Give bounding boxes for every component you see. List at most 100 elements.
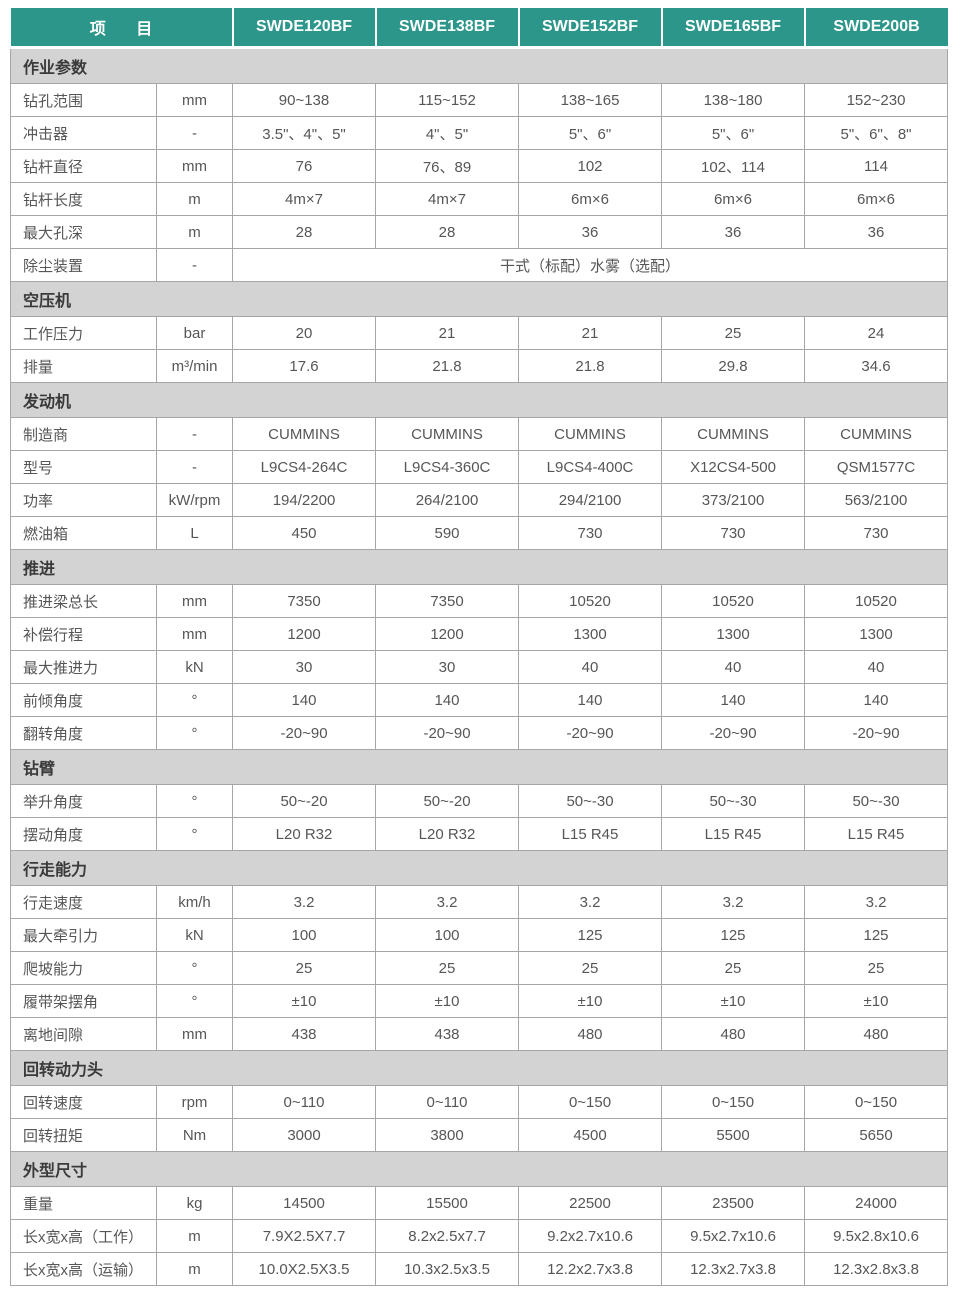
- spec-label: 推进梁总长: [10, 584, 157, 618]
- spec-value: 3.5"、4"、5": [232, 116, 377, 150]
- spec-value: -20~90: [661, 716, 806, 750]
- spec-value: ±10: [661, 984, 806, 1018]
- spec-value: 3.2: [232, 885, 377, 919]
- spec-span-value: 干式（标配）水雾（选配）: [232, 248, 949, 282]
- spec-label: 行走速度: [10, 885, 157, 919]
- spec-value: 24: [804, 316, 949, 350]
- header-model-0: SWDE120BF: [231, 8, 376, 49]
- spec-value: 138~180: [661, 83, 806, 117]
- spec-value: 10.0X2.5X3.5: [232, 1252, 377, 1286]
- spec-value: 29.8: [661, 349, 806, 383]
- spec-value: -20~90: [232, 716, 377, 750]
- spec-unit: °: [155, 951, 234, 985]
- section-row: 回转动力头: [9, 1050, 949, 1086]
- spec-label: 冲击器: [10, 116, 157, 150]
- spec-value: 125: [661, 918, 806, 952]
- spec-value: 76、89: [375, 149, 520, 183]
- section-title: 推进: [9, 549, 949, 585]
- spec-value: 28: [232, 215, 377, 249]
- spec-value: 21.8: [518, 349, 663, 383]
- spec-value: 7350: [232, 584, 377, 618]
- spec-value: 36: [518, 215, 663, 249]
- spec-value: 4m×7: [232, 182, 377, 216]
- spec-value: 100: [375, 918, 520, 952]
- spec-label: 排量: [10, 349, 157, 383]
- spec-value: 480: [804, 1017, 949, 1051]
- spec-value: 6m×6: [804, 182, 949, 216]
- spec-value: 4"、5": [375, 116, 520, 150]
- spec-value: 5"、6": [661, 116, 806, 150]
- spec-value: 140: [804, 683, 949, 717]
- spec-value: 25: [232, 951, 377, 985]
- spec-value: 10520: [661, 584, 806, 618]
- spec-unit: kN: [155, 918, 234, 952]
- spec-label: 功率: [10, 483, 157, 517]
- spec-value: 1300: [804, 617, 949, 651]
- table-row: 排量 m³/min 17.6 21.8 21.8 29.8 34.6: [10, 349, 949, 383]
- spec-value: X12CS4-500: [661, 450, 806, 484]
- section-title: 发动机: [9, 382, 949, 418]
- spec-unit: °: [155, 716, 234, 750]
- spec-value: 12.2x2.7x3.8: [518, 1252, 663, 1286]
- table-row: 翻转角度 ° -20~90 -20~90 -20~90 -20~90 -20~90: [10, 716, 949, 750]
- spec-value: 21: [518, 316, 663, 350]
- spec-value: 3000: [232, 1118, 377, 1152]
- section-row: 发动机: [9, 382, 949, 418]
- spec-label: 摆动角度: [10, 817, 157, 851]
- spec-value: CUMMINS: [232, 417, 377, 451]
- spec-value: L20 R32: [375, 817, 520, 851]
- spec-value: ±10: [518, 984, 663, 1018]
- table-row: 摆动角度 ° L20 R32 L20 R32 L15 R45 L15 R45 L15 R45: [10, 817, 949, 851]
- spec-label: 除尘装置: [10, 248, 157, 282]
- spec-unit: m: [155, 1252, 234, 1286]
- spec-value: 102、114: [661, 149, 806, 183]
- table-body: 作业参数 钻孔范围 mm 90~138 115~152 138~165 138~180 152…: [9, 47, 949, 1286]
- spec-unit: L: [155, 516, 234, 550]
- spec-value: 24000: [804, 1186, 949, 1220]
- table-row: 前倾角度 ° 140 140 140 140 140: [10, 683, 949, 717]
- spec-label: 最大孔深: [10, 215, 157, 249]
- spec-value: 25: [518, 951, 663, 985]
- spec-label: 最大牵引力: [10, 918, 157, 952]
- section-title: 回转动力头: [9, 1050, 949, 1086]
- spec-value: 140: [518, 683, 663, 717]
- spec-value: 50~-30: [804, 784, 949, 818]
- header-model-2: SWDE152BF: [517, 8, 662, 49]
- table-row: 除尘装置 - 干式（标配）水雾（选配）: [10, 248, 949, 282]
- spec-value: 50~-30: [661, 784, 806, 818]
- spec-value: 5650: [804, 1118, 949, 1152]
- section-row: 钻臂: [9, 749, 949, 785]
- spec-unit: -: [155, 450, 234, 484]
- table-row: 回转速度 rpm 0~110 0~110 0~150 0~150 0~150: [10, 1085, 949, 1119]
- spec-label: 最大推进力: [10, 650, 157, 684]
- spec-value: 4m×7: [375, 182, 520, 216]
- spec-value: 7.9X2.5X7.7: [232, 1219, 377, 1253]
- spec-value: 3.2: [804, 885, 949, 919]
- spec-value: L15 R45: [661, 817, 806, 851]
- spec-unit: °: [155, 984, 234, 1018]
- spec-value: 730: [661, 516, 806, 550]
- spec-label: 爬坡能力: [10, 951, 157, 985]
- table-row: 长x宽x高（运输） m 10.0X2.5X3.5 10.3x2.5x3.5 12.2x2…: [10, 1252, 949, 1286]
- spec-unit: mm: [155, 83, 234, 117]
- table-row: 重量 kg 14500 15500 22500 23500 24000: [10, 1186, 949, 1220]
- table-row: 离地间隙 mm 438 438 480 480 480: [10, 1017, 949, 1051]
- table-row: 举升角度 ° 50~-20 50~-20 50~-30 50~-30 50~-30: [10, 784, 949, 818]
- spec-value: 5500: [661, 1118, 806, 1152]
- table-row: 型号 - L9CS4-264C L9CS4-360C L9CS4-400C X12CS4-…: [10, 450, 949, 484]
- spec-value: 100: [232, 918, 377, 952]
- spec-label: 钻孔范围: [10, 83, 157, 117]
- spec-value: 590: [375, 516, 520, 550]
- header-model-4: SWDE200B: [803, 8, 948, 49]
- spec-value: 3.2: [518, 885, 663, 919]
- spec-unit: rpm: [155, 1085, 234, 1119]
- table-row: 最大推进力 kN 30 30 40 40 40: [10, 650, 949, 684]
- spec-value: 9.5x2.8x10.6: [804, 1219, 949, 1253]
- spec-value: ±10: [375, 984, 520, 1018]
- spec-value: 3800: [375, 1118, 520, 1152]
- spec-label: 补偿行程: [10, 617, 157, 651]
- spec-value: 3.2: [375, 885, 520, 919]
- spec-value: 102: [518, 149, 663, 183]
- spec-value: 480: [661, 1017, 806, 1051]
- spec-label: 钻杆直径: [10, 149, 157, 183]
